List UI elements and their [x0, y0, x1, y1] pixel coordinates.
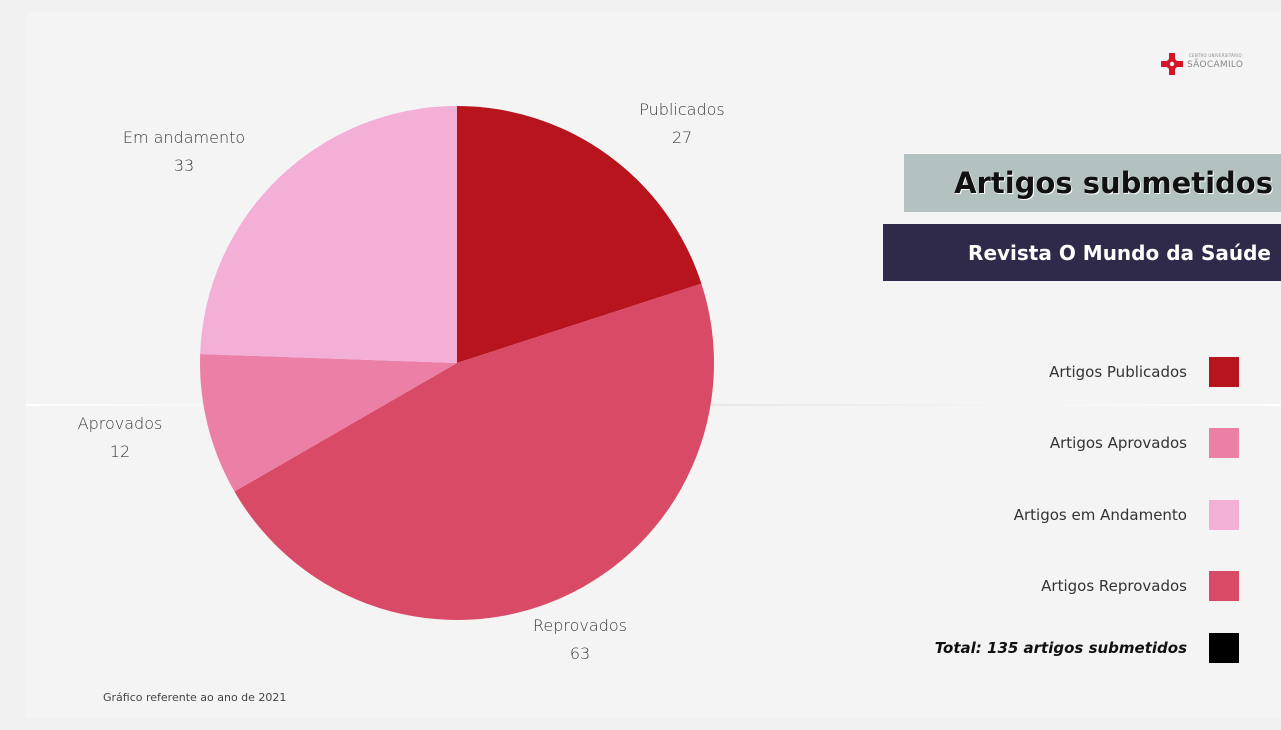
logo-name: SÃOCAMILO	[1187, 60, 1244, 70]
title-banner: Artigos submetidos	[904, 154, 1281, 212]
pie-slice-aprovados	[200, 354, 458, 492]
slice-label-publicados-value: 27	[671, 128, 693, 147]
legend-swatch	[1209, 571, 1239, 601]
slice-label-em-andamento-value: 33	[173, 156, 195, 175]
legend-item-reprovados: Artigos Reprovados	[1041, 571, 1239, 601]
slice-label-aprovados-value: 12	[109, 442, 131, 461]
pie-slice-em-andamento	[200, 106, 457, 363]
legend-total: Total: 135 artigos submetidos	[935, 633, 1239, 663]
slice-label-em-andamento: Em andamento 33	[104, 124, 264, 180]
red-cross-logo-icon	[1161, 53, 1183, 75]
legend-item-publicados: Artigos Publicados	[1049, 357, 1239, 387]
slice-label-reprovados-value: 63	[569, 644, 591, 663]
legend-label: Artigos Aprovados	[1049, 434, 1187, 452]
legend-total-swatch	[1209, 633, 1239, 663]
slice-label-aprovados: Aprovados 12	[50, 410, 190, 466]
sao-camilo-logo: CENTRO UNIVERSITÁRIO SÃOCAMILO	[1160, 52, 1250, 78]
slice-label-em-andamento-name: Em andamento	[122, 128, 246, 147]
logo-small-text: CENTRO UNIVERSITÁRIO	[1189, 53, 1242, 58]
legend-total-label: Total: 135 artigos submetidos	[934, 639, 1187, 657]
legend-item-em-andamento: Artigos em Andamento	[1014, 500, 1239, 530]
legend-swatch	[1209, 357, 1239, 387]
legend-swatch	[1209, 428, 1239, 458]
slice-label-reprovados-name: Reprovados	[533, 616, 627, 635]
legend-label: Artigos Publicados	[1049, 363, 1187, 381]
pie-slice-publicados	[457, 106, 702, 363]
legend-swatch	[1209, 500, 1239, 530]
footnote: Gráfico referente ao ano de 2021	[103, 691, 287, 704]
pie-slice-reprovados	[234, 283, 715, 621]
legend-label: Artigos em Andamento	[1013, 506, 1187, 524]
page-title: Artigos submetidos	[954, 166, 1273, 200]
page-subtitle: Revista O Mundo da Saúde	[968, 240, 1271, 265]
slice-label-publicados: Publicados 27	[612, 96, 752, 152]
slice-label-reprovados: Reprovados 63	[510, 612, 650, 668]
subtitle-banner: Revista O Mundo da Saúde	[883, 224, 1281, 281]
legend-label: Artigos Reprovados	[1041, 577, 1187, 595]
slice-label-publicados-name: Publicados	[639, 100, 725, 119]
slice-label-aprovados-name: Aprovados	[77, 414, 163, 433]
legend-item-aprovados: Artigos Aprovados	[1050, 428, 1239, 458]
